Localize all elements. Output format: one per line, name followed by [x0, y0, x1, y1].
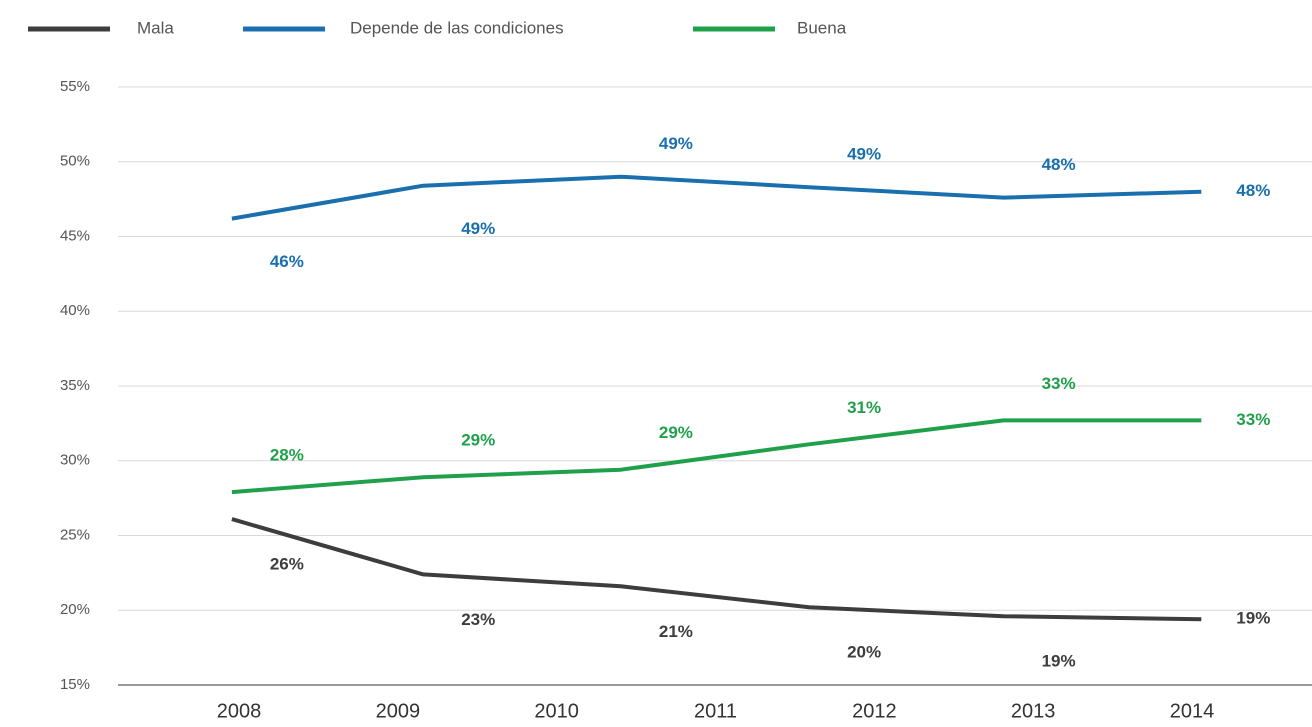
data-label: 46%	[270, 252, 304, 271]
data-label: 33%	[1236, 410, 1270, 429]
data-label: 33%	[1042, 374, 1076, 393]
data-label: 23%	[461, 610, 495, 629]
series-line	[231, 517, 1202, 622]
data-label: 28%	[270, 446, 304, 465]
y-tick-label: 55%	[60, 78, 90, 95]
x-tick-label: 2010	[534, 700, 579, 722]
x-tick-label: 2013	[1011, 700, 1056, 722]
y-tick-label: 30%	[60, 452, 90, 469]
y-tick-label: 20%	[60, 601, 90, 618]
data-label: 49%	[461, 219, 495, 238]
data-label: 48%	[1236, 181, 1270, 200]
x-tick-label: 2009	[376, 700, 421, 722]
x-tick-label: 2014	[1170, 700, 1215, 722]
data-label: 21%	[659, 622, 693, 641]
data-label: 29%	[659, 423, 693, 442]
y-tick-label: 50%	[60, 153, 90, 170]
data-label: 19%	[1236, 609, 1270, 628]
legend-label: Mala	[137, 18, 174, 37]
legend-label: Buena	[797, 18, 847, 37]
y-tick-label: 15%	[60, 676, 90, 693]
legend-label: Depende de las condiciones	[350, 18, 564, 37]
x-tick-label: 2011	[694, 700, 737, 722]
data-label: 49%	[847, 145, 881, 164]
data-label: 20%	[847, 643, 881, 662]
y-tick-label: 25%	[60, 526, 90, 543]
y-tick-label: 35%	[60, 377, 90, 394]
x-tick-label: 2012	[852, 700, 897, 722]
data-label: 19%	[1042, 652, 1076, 671]
data-label: 26%	[270, 555, 304, 574]
data-label: 31%	[847, 398, 881, 417]
y-tick-label: 45%	[60, 227, 90, 244]
y-tick-label: 40%	[60, 302, 90, 319]
data-label: 29%	[461, 431, 495, 450]
series-line	[231, 418, 1202, 495]
x-tick-label: 2008	[217, 700, 262, 722]
series-line	[231, 174, 1202, 221]
data-label: 48%	[1042, 155, 1076, 174]
data-label: 49%	[659, 134, 693, 153]
